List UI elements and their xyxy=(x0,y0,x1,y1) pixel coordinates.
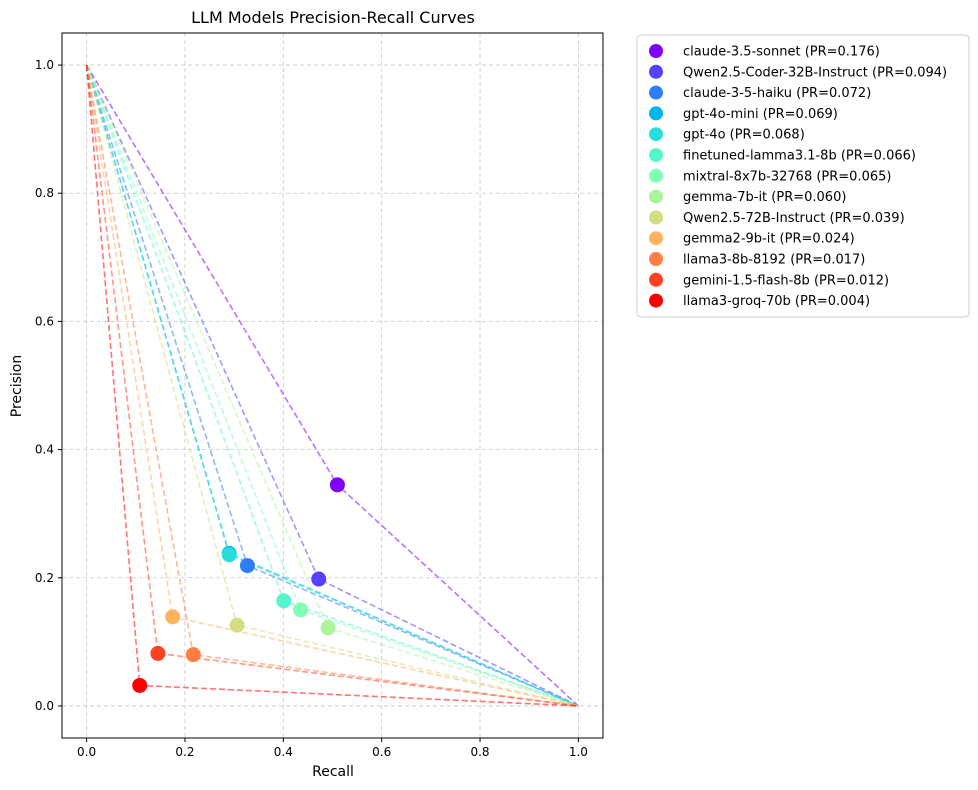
y-tick-label: 0.6 xyxy=(35,314,54,328)
x-tick-label: 1.0 xyxy=(569,745,588,759)
y-axis-label: Precision xyxy=(9,355,25,417)
legend-marker xyxy=(649,64,663,79)
legend-label: claude-3-5-haiku (PR=0.072) xyxy=(683,86,871,101)
y-tick-label: 0.8 xyxy=(35,186,54,200)
x-axis-label: Recall xyxy=(312,764,354,780)
data-point xyxy=(165,609,181,625)
legend-marker xyxy=(649,189,663,204)
x-tick-label: 0.6 xyxy=(372,745,391,759)
pr-curve-line xyxy=(85,64,579,707)
legend-label: gemma2-9b-it (PR=0.024) xyxy=(683,232,855,247)
data-point xyxy=(276,593,292,609)
legend-marker xyxy=(649,168,663,183)
legend-marker xyxy=(649,127,663,142)
grid-lines xyxy=(62,33,603,738)
legend-marker xyxy=(649,252,663,266)
legend-label: mixtral-8x7b-32768 (PR=0.065) xyxy=(683,169,891,184)
data-point xyxy=(229,617,245,633)
data-point xyxy=(329,477,345,493)
y-tick-label: 1.0 xyxy=(35,58,54,72)
data-point xyxy=(320,620,336,636)
data-point xyxy=(239,558,255,574)
legend-label: finetuned-lamma3.1-8b (PR=0.066) xyxy=(683,149,916,164)
x-axis-ticks: 0.0 0.2 0.4 0.6 0.8 1.0 xyxy=(77,738,588,759)
legend-label: gpt-4o (PR=0.068) xyxy=(683,128,805,143)
y-tick-label: 0.2 xyxy=(35,571,54,585)
legend-marker xyxy=(649,85,663,100)
legend-marker xyxy=(649,210,663,225)
legend-label: Qwen2.5-72B-Instruct (PR=0.039) xyxy=(683,211,905,226)
legend-marker xyxy=(649,272,663,287)
x-tick-label: 0.8 xyxy=(470,745,489,759)
data-point xyxy=(132,677,148,693)
x-tick-label: 0.4 xyxy=(274,745,293,759)
legend-label: gemini-1.5-flash-8b (PR=0.012) xyxy=(683,273,889,288)
legend: claude-3.5-sonnet (PR=0.176) Qwen2.5-Code… xyxy=(636,34,970,318)
plot-frame xyxy=(61,32,604,739)
legend-marker xyxy=(649,231,663,246)
legend-marker xyxy=(649,44,663,58)
y-tick-label: 0.0 xyxy=(35,699,54,713)
data-point xyxy=(293,602,309,618)
data-point xyxy=(150,645,166,661)
legend-label: Qwen2.5-Coder-32B-Instruct (PR=0.094) xyxy=(683,65,947,80)
y-tick-label: 0.4 xyxy=(35,443,54,457)
data-points xyxy=(132,477,345,693)
legend-label: gemma-7b-it (PR=0.060) xyxy=(683,190,846,205)
legend-label: claude-3.5-sonnet (PR=0.176) xyxy=(683,45,880,60)
legend-label: gpt-4o-mini (PR=0.069) xyxy=(683,107,838,122)
legend-marker xyxy=(649,106,663,121)
x-tick-label: 0.2 xyxy=(175,745,194,759)
legend-label: llama3-8b-8192 (PR=0.017) xyxy=(683,253,865,268)
x-tick-label: 0.0 xyxy=(77,745,96,759)
legend-label: llama3-groq-70b (PR=0.004) xyxy=(683,294,870,309)
data-point xyxy=(221,547,237,563)
chart-title: LLM Models Precision-Recall Curves xyxy=(191,8,475,27)
data-point xyxy=(311,571,327,587)
legend-box xyxy=(636,34,970,318)
y-axis-ticks: 0.0 0.2 0.4 0.6 0.8 1.0 xyxy=(35,58,62,713)
legend-marker xyxy=(649,293,663,308)
legend-marker xyxy=(649,148,663,162)
data-point xyxy=(185,647,201,663)
